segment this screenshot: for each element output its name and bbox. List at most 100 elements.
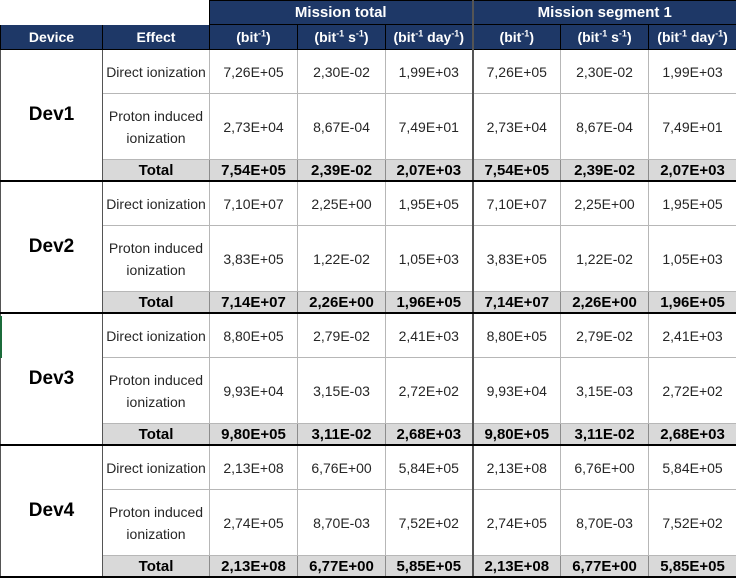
value-cell: 2,79E-02: [297, 312, 386, 358]
value-cell: 2,13E+08: [209, 555, 298, 578]
unit-exp2: -1: [715, 28, 724, 39]
unit-exp2: -1: [618, 28, 627, 39]
value-cell: 7,54E+05: [209, 159, 298, 182]
value-cell: 6,76E+00: [560, 444, 650, 490]
value-cell: 3,15E-03: [560, 357, 650, 424]
value-cell: 1,05E+03: [384, 225, 474, 292]
effect-label: Proton induced ionization: [102, 489, 210, 556]
value-cell: 2,73E+04: [471, 93, 562, 160]
unit-exp1: -1: [336, 28, 345, 39]
table-row: Dev4 Direct ionization 2,13E+08 6,76E+00 5,8…: [0, 444, 736, 578]
table-row: Dev1 Direct ionization 7,26E+05 2,30E-02 1,9…: [0, 49, 736, 182]
device-name: Dev3: [0, 313, 103, 446]
value-cell: 6,77E+00: [560, 555, 650, 578]
device-name: Dev4: [0, 445, 103, 578]
device-name: Dev2: [0, 181, 103, 314]
value-cell: 7,14E+07: [471, 291, 562, 314]
value-cell: 2,39E-02: [560, 159, 650, 182]
col-header-effect: Effect: [102, 24, 210, 50]
value-cell: 2,25E+00: [297, 180, 386, 226]
table-row: Proton induced ionization 2,74E+05 8,70E-0…: [1, 489, 736, 556]
unit-post: ): [363, 29, 369, 45]
unit-mid: day: [423, 29, 452, 45]
value-cell: 3,11E-02: [297, 423, 386, 446]
value-cell: 2,73E+04: [209, 93, 298, 160]
value-cell: 2,13E+08: [209, 444, 298, 490]
value-cell: 1,99E+03: [384, 49, 474, 94]
unit-exp: -1: [521, 28, 530, 39]
table-row: Dev3 Direct ionization 8,80E+05 2,79E-02 2,4…: [0, 312, 736, 446]
unit-exp1: -1: [599, 28, 608, 39]
unit-mid: s: [607, 29, 619, 45]
value-cell: 2,72E+02: [648, 357, 736, 424]
value-cell: 9,93E+04: [209, 357, 298, 424]
unit-exp2: -1: [355, 28, 364, 39]
unit-pre: (bit: [393, 29, 416, 45]
value-cell: 7,10E+07: [209, 180, 298, 226]
value-cell: 7,26E+05: [471, 49, 562, 94]
unit-pre: (bit: [577, 29, 600, 45]
unit-pre: (bit: [236, 29, 259, 45]
unit-pre: (bit: [499, 29, 522, 45]
value-cell: 7,10E+07: [471, 180, 562, 226]
value-cell: 1,22E-02: [297, 225, 386, 292]
table-body: Dev1 Direct ionization 7,26E+05 2,30E-02 1,9…: [0, 49, 736, 578]
table-row: Total 7,14E+07 2,26E+00 1,96E+05 7,14E+07 2,2…: [1, 291, 736, 314]
value-cell: 7,52E+02: [384, 489, 474, 556]
unit-mid: day: [687, 29, 716, 45]
value-cell: 6,77E+00: [297, 555, 386, 578]
value-cell: 3,83E+05: [209, 225, 298, 292]
value-cell: 1,05E+03: [648, 225, 736, 292]
unit-pre: (bit: [314, 29, 337, 45]
group-header-row: Mission total Mission segment 1: [0, 0, 736, 25]
unit-exp: -1: [258, 28, 267, 39]
unit-post: ): [459, 29, 464, 45]
value-cell: 1,22E-02: [560, 225, 650, 292]
table-row: Proton induced ionization 9,93E+04 3,15E-0…: [1, 357, 736, 424]
value-cell: 7,14E+07: [209, 291, 298, 314]
value-cell: 8,80E+05: [471, 312, 562, 358]
effect-label: Direct ionization: [102, 180, 210, 226]
unit-post: ): [723, 29, 728, 45]
value-cell: 2,39E-02: [297, 159, 386, 182]
table-row: Total 9,80E+05 3,11E-02 2,68E+03 9,80E+05 3,1…: [1, 423, 736, 446]
table-row: Dev2 Direct ionization 7,10E+07 2,25E+00 1,9…: [0, 180, 736, 314]
effect-label: Proton induced ionization: [102, 225, 210, 292]
value-cell: 5,84E+05: [384, 444, 474, 490]
col-header-unit: (bit-1 s-1): [297, 24, 386, 50]
value-cell: 2,74E+05: [209, 489, 298, 556]
table-row: Total 2,13E+08 6,77E+00 5,85E+05 2,13E+08 6,7…: [1, 555, 736, 578]
value-cell: 2,13E+08: [471, 444, 562, 490]
value-cell: 1,95E+05: [384, 180, 474, 226]
value-cell: 7,26E+05: [209, 49, 298, 94]
value-cell: 2,41E+03: [384, 312, 474, 358]
value-cell: 6,76E+00: [297, 444, 386, 490]
value-cell: 9,93E+04: [471, 357, 562, 424]
value-cell: 2,41E+03: [648, 312, 736, 358]
col-header-unit: (bit-1 day-1): [648, 24, 736, 50]
unit-mid: s: [344, 29, 356, 45]
value-cell: 9,80E+05: [471, 423, 562, 446]
total-label: Total: [102, 423, 210, 446]
value-cell: 3,15E-03: [297, 357, 386, 424]
value-cell: 1,99E+03: [648, 49, 736, 94]
value-cell: 2,68E+03: [648, 423, 736, 446]
col-header-unit: (bit-1): [471, 24, 562, 50]
value-cell: 2,68E+03: [384, 423, 474, 446]
total-label: Total: [102, 159, 210, 182]
effect-label: Proton induced ionization: [102, 357, 210, 424]
unit-exp2: -1: [451, 28, 460, 39]
value-cell: 2,79E-02: [560, 312, 650, 358]
value-cell: 1,96E+05: [648, 291, 736, 314]
value-cell: 7,49E+01: [648, 93, 736, 160]
column-header-row: Device Effect (bit-1) (bit-1 s-1) (bit-1…: [0, 24, 736, 50]
total-label: Total: [102, 291, 210, 314]
value-cell: 8,67E-04: [297, 93, 386, 160]
value-cell: 9,80E+05: [209, 423, 298, 446]
value-cell: 2,07E+03: [648, 159, 736, 182]
effect-label: Proton induced ionization: [102, 93, 210, 160]
unit-post: ): [266, 29, 271, 45]
group-header-mission-total: Mission total: [208, 0, 474, 25]
table-row: Proton induced ionization 2,73E+04 8,67E-0…: [1, 93, 736, 160]
